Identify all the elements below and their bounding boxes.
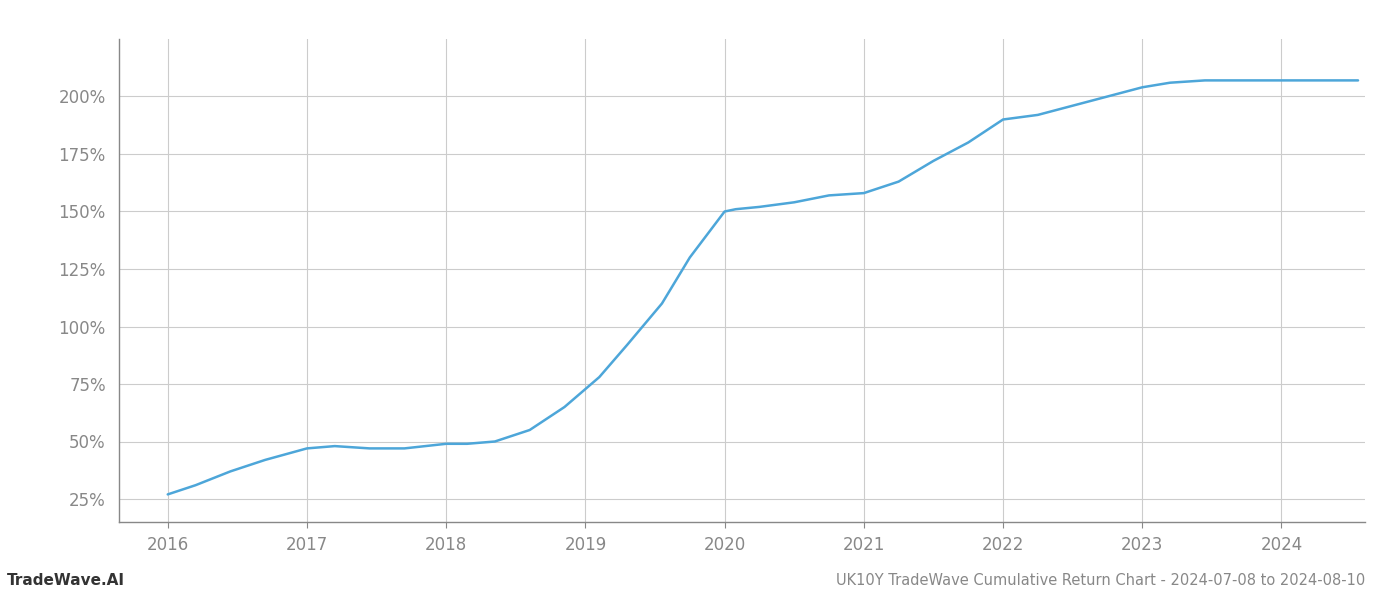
Text: TradeWave.AI: TradeWave.AI bbox=[7, 573, 125, 588]
Text: UK10Y TradeWave Cumulative Return Chart - 2024-07-08 to 2024-08-10: UK10Y TradeWave Cumulative Return Chart … bbox=[836, 573, 1365, 588]
